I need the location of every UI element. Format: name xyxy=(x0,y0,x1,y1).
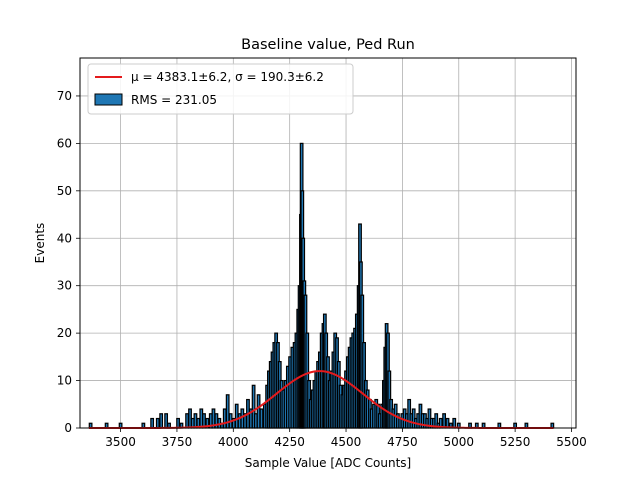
y-tick-label: 70 xyxy=(57,89,72,103)
y-tick-label: 40 xyxy=(57,231,72,245)
y-axis-ticks: 0 10 20 30 40 50 60 70 xyxy=(57,89,80,435)
chart-title: Baseline value, Ped Run xyxy=(241,37,415,53)
x-tick-label: 5250 xyxy=(500,435,531,449)
legend-fit-label: μ = 4383.1±6.2, σ = 190.3±6.2 xyxy=(131,70,324,84)
x-tick-label: 5500 xyxy=(556,435,587,449)
y-tick-label: 10 xyxy=(57,374,72,388)
legend-histogram-swatch xyxy=(94,93,123,106)
y-tick-label: 0 xyxy=(64,421,72,435)
histogram-bar xyxy=(150,417,155,429)
histogram-bar xyxy=(176,417,180,429)
y-tick-label: 50 xyxy=(57,184,72,198)
plot-frame xyxy=(79,57,577,429)
x-tick-label: 4500 xyxy=(331,435,362,449)
histogram-bar xyxy=(442,413,447,429)
x-tick-label: 3750 xyxy=(162,435,193,449)
y-axis-label: Events xyxy=(33,223,47,264)
legend-fit-mu: μ = 4383.1±6.2 xyxy=(131,70,227,84)
x-tick-label: 3500 xyxy=(105,435,136,449)
x-axis-label: Sample Value [ADC Counts] xyxy=(245,456,411,470)
legend-box xyxy=(87,63,354,115)
y-tick-label: 30 xyxy=(57,279,72,293)
histogram-bar xyxy=(256,394,261,429)
histogram-bar xyxy=(185,413,189,429)
histogram-bar xyxy=(159,413,164,429)
histogram-bar xyxy=(234,403,239,429)
x-tick-label: 4250 xyxy=(274,435,305,449)
histogram-bar xyxy=(164,413,169,429)
y-tick-label: 60 xyxy=(57,136,72,150)
y-tick-label: 20 xyxy=(57,326,72,340)
legend-fit-separator: , xyxy=(227,70,235,84)
x-tick-label: 4000 xyxy=(218,435,249,449)
histogram-bar xyxy=(193,413,198,429)
legend-fit-sigma: σ = 190.3±6.2 xyxy=(235,70,324,84)
x-tick-label: 4750 xyxy=(387,435,418,449)
histogram-bar xyxy=(259,408,264,429)
x-tick-label: 5000 xyxy=(443,435,474,449)
histogram-bar xyxy=(155,417,160,429)
legend-histogram-label: RMS = 231.05 xyxy=(131,93,217,107)
legend: μ = 4383.1±6.2, σ = 190.3±6.2 RMS = 231.… xyxy=(87,63,354,115)
x-axis-ticks: 3500 3750 4000 4250 4500 4750 5000 5250 5500 xyxy=(105,428,587,449)
histogram-bar xyxy=(222,408,227,429)
